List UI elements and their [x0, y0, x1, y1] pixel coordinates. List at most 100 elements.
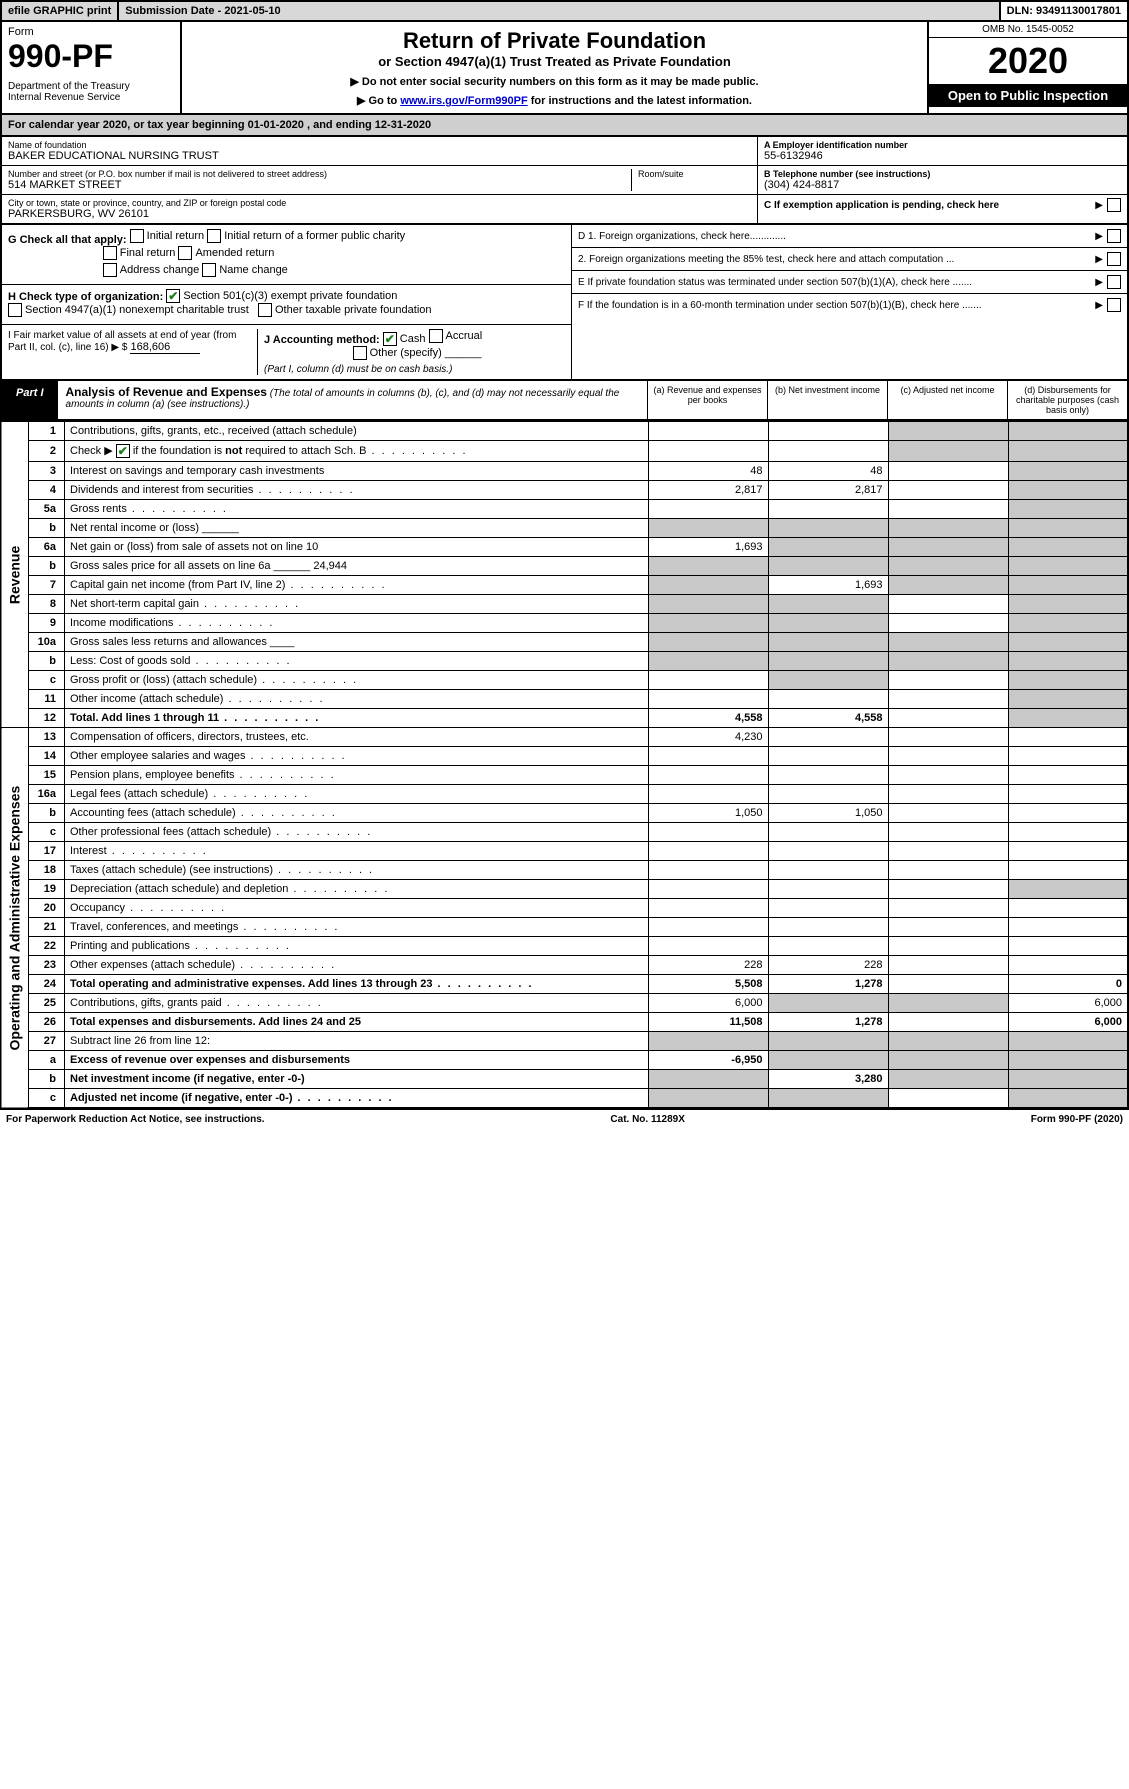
address-change-checkbox[interactable]: [103, 263, 117, 277]
line-description: Gross sales price for all assets on line…: [65, 557, 649, 576]
amended-return-checkbox[interactable]: [178, 246, 192, 260]
other-method-checkbox[interactable]: [353, 346, 367, 360]
table-row: 17Interest: [1, 842, 1128, 861]
cell-grey: [768, 1032, 888, 1051]
cell-value: 6,000: [1008, 994, 1128, 1013]
initial-public-checkbox[interactable]: [207, 229, 221, 243]
cell-grey: [648, 633, 768, 652]
city-label: City or town, state or province, country…: [8, 198, 751, 208]
accrual-checkbox[interactable]: [429, 329, 443, 343]
cell-value: [648, 766, 768, 785]
cell-grey: [1008, 462, 1128, 481]
table-row: cOther professional fees (attach schedul…: [1, 823, 1128, 842]
cell-value: [888, 880, 1008, 899]
open-public: Open to Public Inspection: [929, 84, 1127, 107]
cell-value: 2,817: [768, 481, 888, 500]
cell-grey: [1008, 538, 1128, 557]
e-checkbox[interactable]: [1107, 275, 1121, 289]
section-label: Revenue: [1, 422, 29, 728]
line-number: 7: [29, 576, 65, 595]
line-number: 9: [29, 614, 65, 633]
final-return-checkbox[interactable]: [103, 246, 117, 260]
f-checkbox[interactable]: [1107, 298, 1121, 312]
table-row: cAdjusted net income (if negative, enter…: [1, 1089, 1128, 1109]
table-row: 25Contributions, gifts, grants paid6,000…: [1, 994, 1128, 1013]
line-description: Total operating and administrative expen…: [65, 975, 649, 994]
j-label: J Accounting method:: [264, 334, 380, 346]
cell-grey: [1008, 614, 1128, 633]
irs-link[interactable]: www.irs.gov/Form990PF: [400, 95, 527, 107]
cell-grey: [648, 614, 768, 633]
table-row: 11Other income (attach schedule): [1, 690, 1128, 709]
line-number: c: [29, 1089, 65, 1109]
cell-grey: [1008, 671, 1128, 690]
d2-label: 2. Foreign organizations meeting the 85%…: [578, 254, 954, 265]
cell-value: [1008, 937, 1128, 956]
line-number: 22: [29, 937, 65, 956]
table-row: 3Interest on savings and temporary cash …: [1, 462, 1128, 481]
cell-grey: [1008, 1070, 1128, 1089]
line-description: Check ▶ if the foundation is not require…: [65, 441, 649, 462]
cell-grey: [888, 994, 1008, 1013]
cash-checkbox[interactable]: [383, 332, 397, 346]
line-number: 10a: [29, 633, 65, 652]
cell-grey: [1008, 1089, 1128, 1109]
cell-value: [888, 747, 1008, 766]
cell-grey: [888, 519, 1008, 538]
line-number: 17: [29, 842, 65, 861]
paperwork-notice: For Paperwork Reduction Act Notice, see …: [6, 1114, 265, 1125]
cat-no: Cat. No. 11289X: [610, 1114, 684, 1125]
table-row: 24Total operating and administrative exp…: [1, 975, 1128, 994]
cell-grey: [1008, 519, 1128, 538]
part1-title: Analysis of Revenue and Expenses: [66, 385, 267, 399]
cell-value: [768, 422, 888, 441]
line-number: b: [29, 557, 65, 576]
cell-grey: [648, 595, 768, 614]
part1-tag: Part I: [2, 381, 58, 419]
line-description: Contributions, gifts, grants paid: [65, 994, 649, 1013]
initial-return-checkbox[interactable]: [130, 229, 144, 243]
line-description: Total. Add lines 1 through 11: [65, 709, 649, 728]
other-taxable-checkbox[interactable]: [258, 303, 272, 317]
cell-grey: [1008, 557, 1128, 576]
cell-value: [768, 880, 888, 899]
cell-value: [768, 728, 888, 747]
line-number: b: [29, 652, 65, 671]
c-checkbox[interactable]: [1107, 198, 1121, 212]
name-change-checkbox[interactable]: [202, 263, 216, 277]
cell-grey: [888, 557, 1008, 576]
cell-value: [648, 690, 768, 709]
cell-grey: [888, 422, 1008, 441]
4947-checkbox[interactable]: [8, 303, 22, 317]
cell-value: [888, 766, 1008, 785]
501c3-checkbox[interactable]: [166, 289, 180, 303]
d2-checkbox[interactable]: [1107, 252, 1121, 266]
cell-value: 6,000: [648, 994, 768, 1013]
line-number: 16a: [29, 785, 65, 804]
line-number: 3: [29, 462, 65, 481]
cell-value: [888, 1013, 1008, 1032]
cell-value: [648, 918, 768, 937]
cell-grey: [768, 1089, 888, 1109]
cell-value: [888, 804, 1008, 823]
phone-label: B Telephone number (see instructions): [764, 169, 1121, 179]
table-row: 22Printing and publications: [1, 937, 1128, 956]
f-label: F If the foundation is in a 60-month ter…: [578, 300, 982, 311]
cell-value: [768, 500, 888, 519]
table-row: Operating and Administrative Expenses13C…: [1, 728, 1128, 747]
line-description: Legal fees (attach schedule): [65, 785, 649, 804]
cell-value: [768, 766, 888, 785]
cell-value: [648, 880, 768, 899]
line-number: 25: [29, 994, 65, 1013]
d1-checkbox[interactable]: [1107, 229, 1121, 243]
revenue-table: Revenue1Contributions, gifts, grants, et…: [0, 421, 1129, 1109]
line-description: Interest on savings and temporary cash i…: [65, 462, 649, 481]
cell-grey: [648, 1032, 768, 1051]
line-number: 23: [29, 956, 65, 975]
c-label: C If exemption application is pending, c…: [764, 200, 999, 211]
cell-grey: [888, 1070, 1008, 1089]
room-label: Room/suite: [638, 169, 751, 179]
i-label: I Fair market value of all assets at end…: [8, 330, 236, 353]
table-row: 5aGross rents: [1, 500, 1128, 519]
omb-number: OMB No. 1545-0052: [929, 22, 1127, 38]
